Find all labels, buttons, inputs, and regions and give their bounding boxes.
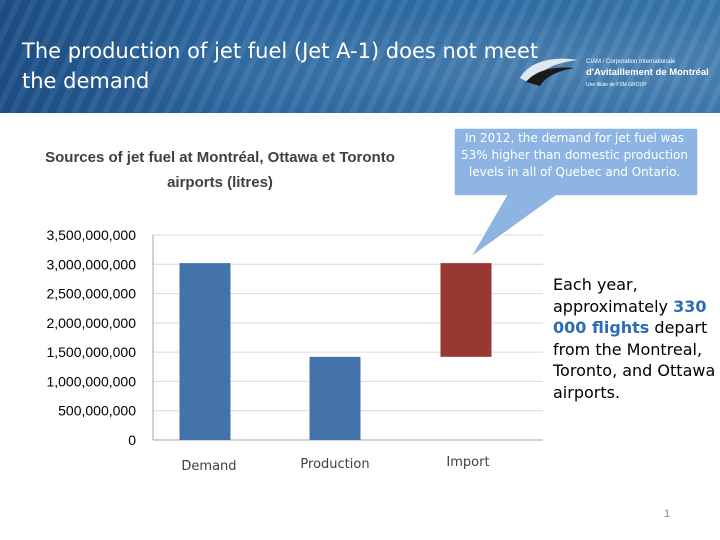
logo-line-3: Une filiale de FSM GROUP <box>586 82 647 88</box>
bar-demand <box>179 263 231 440</box>
flights-note-after: depart from the Montreal, Toronto, and O… <box>553 318 716 402</box>
chart-title: Sources of jet fuel at Montréal, Ottawa … <box>45 149 395 191</box>
flights-count: 330 000 flights <box>553 296 707 338</box>
x-tick-label: Demand <box>181 459 236 474</box>
y-tick-label: 1,000,000,000 <box>46 373 136 389</box>
bar-import <box>440 263 492 357</box>
y-tick-label: 3,500,000,000 <box>46 227 136 243</box>
bar-production <box>309 356 361 440</box>
y-tick-label: 2,000,000,000 <box>46 315 136 331</box>
y-tick-label: 0 <box>128 432 136 448</box>
logo-line-2: d'Avitaillement de Montréal <box>586 67 709 78</box>
flights-note-before: Each year, approximately <box>553 275 674 316</box>
y-tick-label: 1,500,000,000 <box>46 344 136 360</box>
x-tick-label: Production <box>300 457 369 472</box>
flights-note: Each year, approximately 330 000 flights… <box>553 274 718 403</box>
slide-title: The production of jet fuel (Jet A-1) doe… <box>22 39 539 93</box>
logo-wing-icon <box>520 58 578 86</box>
y-tick-label: 500,000,000 <box>58 403 136 419</box>
page-number: 1 <box>664 508 671 520</box>
callout-text: In 2012, the demand for jet fuel was 53%… <box>460 131 689 179</box>
x-tick-label: Import <box>446 455 489 470</box>
header-banner: The production of jet fuel (Jet A-1) doe… <box>0 0 720 113</box>
company-logo: CIAM / Corporation Internationale d'Avit… <box>516 54 716 94</box>
y-tick-label: 3,000,000,000 <box>46 256 136 272</box>
logo-line-1: CIAM / Corporation Internationale <box>586 59 676 65</box>
y-tick-label: 2,500,000,000 <box>46 286 136 302</box>
